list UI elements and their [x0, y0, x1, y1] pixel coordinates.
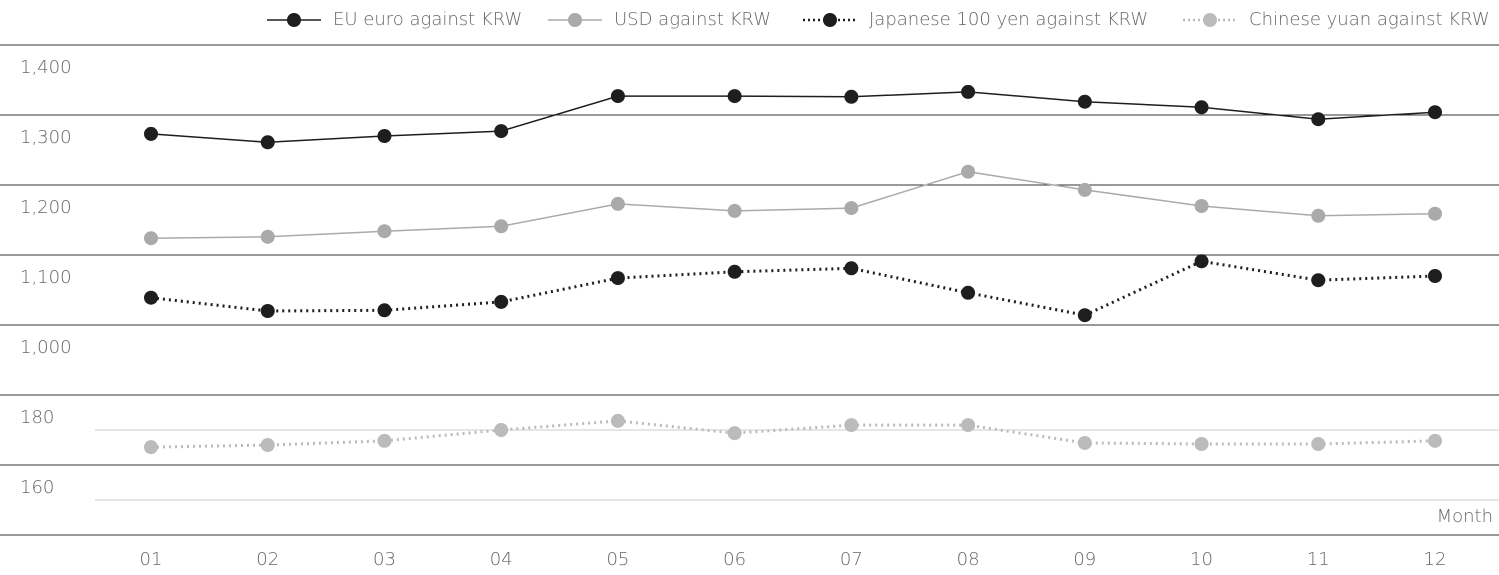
legend-marker	[568, 13, 582, 27]
series-line	[150, 170, 1436, 239]
data-point	[260, 304, 275, 318]
data-point	[260, 229, 275, 244]
legend-marker	[823, 13, 837, 27]
data-point	[961, 164, 976, 179]
data-point	[1194, 100, 1209, 115]
legend-label: EU euro against KRW	[333, 9, 522, 30]
data-point	[1311, 437, 1326, 451]
x-tick-label: 06	[723, 549, 746, 570]
x-tick-label: 09	[1073, 549, 1096, 570]
data-point	[1077, 308, 1092, 323]
legend-label: Japanese 100 yen against KRW	[869, 9, 1148, 30]
data-point	[727, 89, 742, 104]
data-point	[144, 440, 158, 455]
data-point	[961, 84, 976, 99]
x-tick-label: 11	[1307, 549, 1330, 570]
data-point	[1077, 94, 1092, 109]
data-point	[144, 231, 158, 246]
x-tick-label: 08	[957, 549, 980, 570]
data-point	[1077, 435, 1092, 450]
data-point	[1194, 254, 1209, 269]
x-tick-label: 03	[373, 549, 396, 570]
x-tick-label: 05	[606, 549, 629, 570]
y-tick-label: 1,300	[20, 127, 72, 148]
data-point	[727, 264, 742, 279]
data-point	[377, 433, 392, 448]
data-point	[144, 126, 158, 141]
y-tick-label: 1,100	[20, 267, 72, 288]
y-tick-label: 1,400	[20, 57, 72, 78]
data-point	[844, 201, 859, 216]
data-point	[494, 219, 509, 234]
data-point	[377, 303, 392, 318]
data-point	[1428, 269, 1442, 283]
data-point	[727, 203, 742, 218]
data-point	[961, 285, 976, 300]
data-point	[494, 124, 509, 139]
data-point	[494, 423, 509, 437]
data-point	[844, 261, 859, 276]
data-point	[144, 290, 158, 305]
series-line	[150, 259, 1436, 317]
data-point	[1428, 105, 1442, 120]
data-point	[494, 294, 509, 309]
y-tick-label: 160	[20, 477, 54, 498]
data-point	[377, 224, 392, 239]
data-point	[260, 438, 275, 453]
x-axis-label: Month	[1437, 506, 1493, 527]
legend-marker	[1203, 13, 1217, 27]
x-tick-label: 01	[140, 549, 163, 570]
data-point	[610, 196, 625, 211]
data-point	[1311, 273, 1326, 288]
data-point	[1428, 206, 1442, 221]
data-point	[1311, 112, 1326, 127]
data-point	[844, 418, 859, 433]
legend-label: Chinese yuan against KRW	[1249, 9, 1490, 30]
data-point	[610, 89, 625, 104]
series-line	[150, 419, 1436, 449]
series-line	[150, 91, 1436, 144]
legend-marker	[287, 13, 301, 27]
data-point	[1194, 437, 1209, 451]
data-point	[610, 271, 625, 286]
y-tick-label: 1,000	[20, 337, 72, 358]
data-point	[1077, 182, 1092, 197]
data-point	[961, 418, 976, 433]
data-point	[1311, 208, 1326, 223]
data-point	[377, 129, 392, 143]
x-tick-label: 02	[256, 549, 279, 570]
x-tick-label: 12	[1424, 549, 1447, 570]
legend-label: USD against KRW	[614, 9, 771, 30]
data-point	[844, 89, 859, 104]
data-point	[260, 135, 275, 150]
data-point	[727, 426, 742, 441]
x-tick-label: 10	[1190, 549, 1213, 570]
data-point	[1428, 433, 1442, 448]
y-tick-label: 1,200	[20, 197, 72, 218]
data-point	[1194, 199, 1209, 213]
x-tick-label: 04	[490, 549, 513, 570]
y-tick-label: 180	[20, 407, 54, 428]
x-tick-label: 07	[840, 549, 863, 570]
data-point	[610, 413, 625, 428]
